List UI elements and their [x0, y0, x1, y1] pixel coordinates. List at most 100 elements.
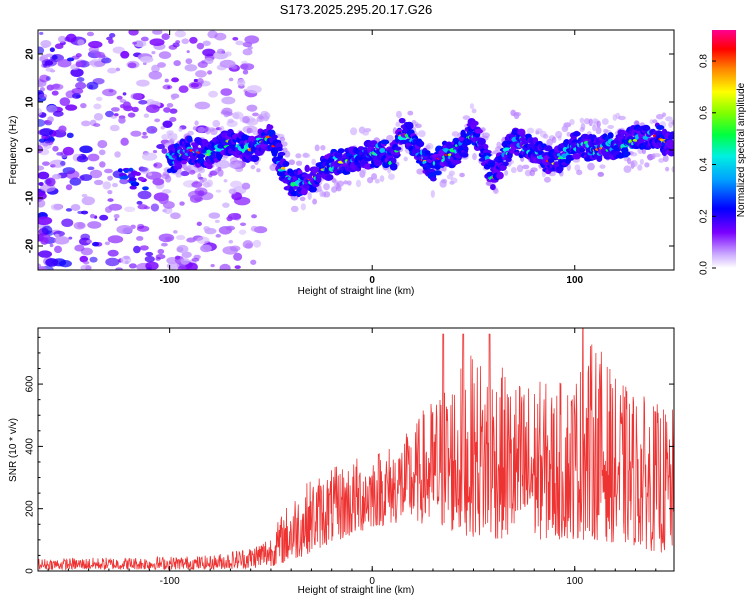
- noise-blob: [98, 149, 106, 156]
- noise-blob: [155, 257, 161, 261]
- halo-blob: [526, 127, 535, 134]
- noise-blob: [92, 78, 105, 85]
- noise-blob: [69, 177, 82, 186]
- ridge-blob: [477, 137, 486, 146]
- halo-blob: [569, 118, 575, 126]
- noise-blob: [252, 112, 259, 117]
- halo-blob: [576, 169, 583, 176]
- spectrogram-x-label: Height of straight line (km): [298, 286, 415, 297]
- ridge-blob: [607, 132, 614, 139]
- noise-blob: [185, 58, 193, 65]
- noise-blob: [128, 263, 137, 269]
- noise-blob: [93, 113, 104, 121]
- colorbar-label: Normalized spectral amplitude: [736, 82, 747, 217]
- noise-blob: [133, 40, 147, 48]
- halo-blob: [430, 189, 435, 198]
- noise-blob: [143, 113, 149, 118]
- noise-blob: [80, 102, 87, 109]
- noise-blob: [236, 79, 246, 87]
- halo-blob: [252, 130, 260, 136]
- noise-blob: [88, 40, 103, 49]
- noise-blob: [60, 160, 66, 166]
- halo-blob: [623, 165, 632, 173]
- halo-blob: [441, 178, 448, 184]
- halo-blob: [387, 173, 395, 180]
- noise-blob: [169, 108, 178, 114]
- noise-blob: [71, 88, 84, 95]
- noise-blob: [181, 251, 192, 258]
- ridge-blob: [390, 157, 397, 164]
- noise-blob: [87, 153, 100, 162]
- noise-blob: [79, 255, 89, 263]
- noise-blob: [57, 35, 67, 43]
- noise-blob: [138, 167, 148, 172]
- noise-blob: [75, 61, 83, 68]
- halo-blob: [627, 157, 632, 165]
- noise-blob: [122, 101, 131, 109]
- ridge-blob: [543, 145, 553, 152]
- noise-blob: [219, 59, 236, 69]
- noise-blob: [173, 60, 181, 67]
- noise-blob: [219, 263, 231, 270]
- noise-blob: [38, 107, 43, 116]
- noise-blob: [38, 138, 46, 143]
- noise-blob: [145, 104, 160, 114]
- noise-blob: [108, 38, 114, 44]
- halo-blob: [563, 122, 569, 130]
- halo-blob: [596, 120, 601, 128]
- noise-blob: [80, 247, 93, 256]
- noise-blob: [169, 116, 177, 123]
- noise-blob: [170, 212, 181, 220]
- noise-blob: [191, 181, 203, 188]
- noise-blob: [161, 148, 168, 154]
- noise-blob: [93, 179, 104, 186]
- halo-blob: [332, 179, 338, 184]
- halo-blob: [403, 156, 408, 162]
- noise-blob: [39, 128, 54, 137]
- halo-blob: [665, 116, 673, 122]
- noise-blob: [51, 90, 59, 96]
- halo-blob: [395, 110, 402, 119]
- noise-blob: [202, 48, 216, 57]
- noise-blob: [133, 245, 141, 254]
- noise-blob: [130, 92, 143, 100]
- halo-blob: [290, 205, 299, 213]
- ridge-blob: [617, 129, 626, 136]
- halo-blob: [217, 169, 224, 177]
- halo-blob: [588, 118, 593, 127]
- noise-blob: [214, 219, 220, 223]
- noise-blob: [157, 62, 166, 68]
- noise-blob: [120, 137, 129, 146]
- patch-blob: [128, 177, 137, 182]
- noise-blob: [158, 51, 172, 59]
- noise-blob: [123, 255, 131, 260]
- noise-blob: [38, 181, 44, 187]
- noise-blob: [54, 236, 70, 245]
- noise-blob: [242, 240, 254, 249]
- halo-blob: [314, 144, 320, 152]
- halo-blob: [164, 175, 172, 183]
- noise-blob: [107, 249, 119, 257]
- noise-blob: [128, 30, 139, 36]
- noise-blob: [94, 51, 105, 58]
- halo-blob: [201, 177, 208, 182]
- noise-blob: [38, 93, 48, 99]
- noise-blob: [101, 57, 112, 64]
- noise-blob: [54, 245, 62, 254]
- x-tick-label: 100: [566, 275, 583, 286]
- ridge-blob: [463, 146, 469, 152]
- snr-background: [38, 328, 674, 571]
- noise-blob: [228, 239, 234, 244]
- y-tick-label: 600: [25, 375, 36, 392]
- y-tick-label: -10: [25, 190, 36, 205]
- noise-blob: [65, 104, 78, 111]
- noise-blob: [140, 56, 154, 63]
- ridge-blob: [482, 149, 492, 154]
- halo-blob: [671, 166, 674, 173]
- ridge-blob: [642, 124, 650, 131]
- halo-blob: [299, 196, 306, 202]
- noise-blob: [77, 39, 85, 46]
- noise-blob: [110, 115, 117, 119]
- noise-blob: [109, 124, 120, 132]
